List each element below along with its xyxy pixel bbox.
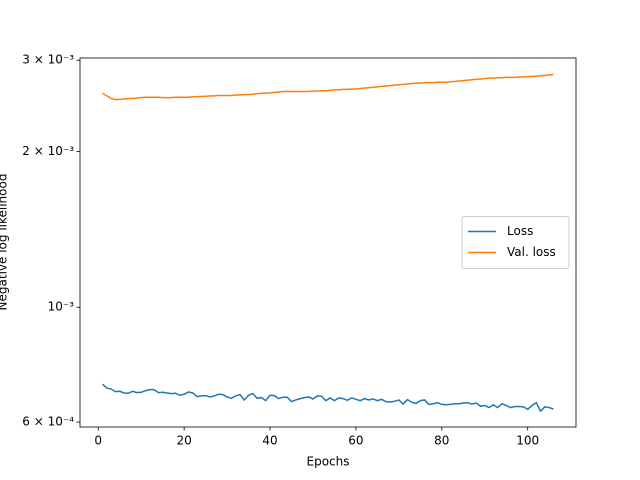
x-tick-label: 40: [262, 434, 277, 448]
y-axis-label: Negative log likelihood: [0, 174, 10, 311]
plot-frame: [79, 57, 577, 428]
line-series: [102, 73, 554, 101]
legend: Loss Val. loss: [461, 216, 570, 269]
x-tick-label: 60: [348, 434, 363, 448]
legend-label: Loss: [507, 224, 533, 238]
x-tick-label: 20: [176, 434, 191, 448]
x-axis-label: Epochs: [307, 455, 350, 469]
legend-box: [461, 216, 570, 269]
y-tick-label: 6 × 10⁻⁴: [22, 415, 74, 429]
y-tick-label: 10⁻³: [48, 300, 75, 314]
y-tick-label: 3 × 10⁻³: [22, 53, 74, 67]
x-tick-label: 100: [516, 434, 539, 448]
y-tick-label: 2 × 10⁻³: [22, 144, 74, 158]
line-series: [102, 383, 554, 413]
x-tick-label: 0: [94, 434, 102, 448]
legend-label: Val. loss: [507, 245, 556, 259]
x-tick-label: 80: [434, 434, 449, 448]
